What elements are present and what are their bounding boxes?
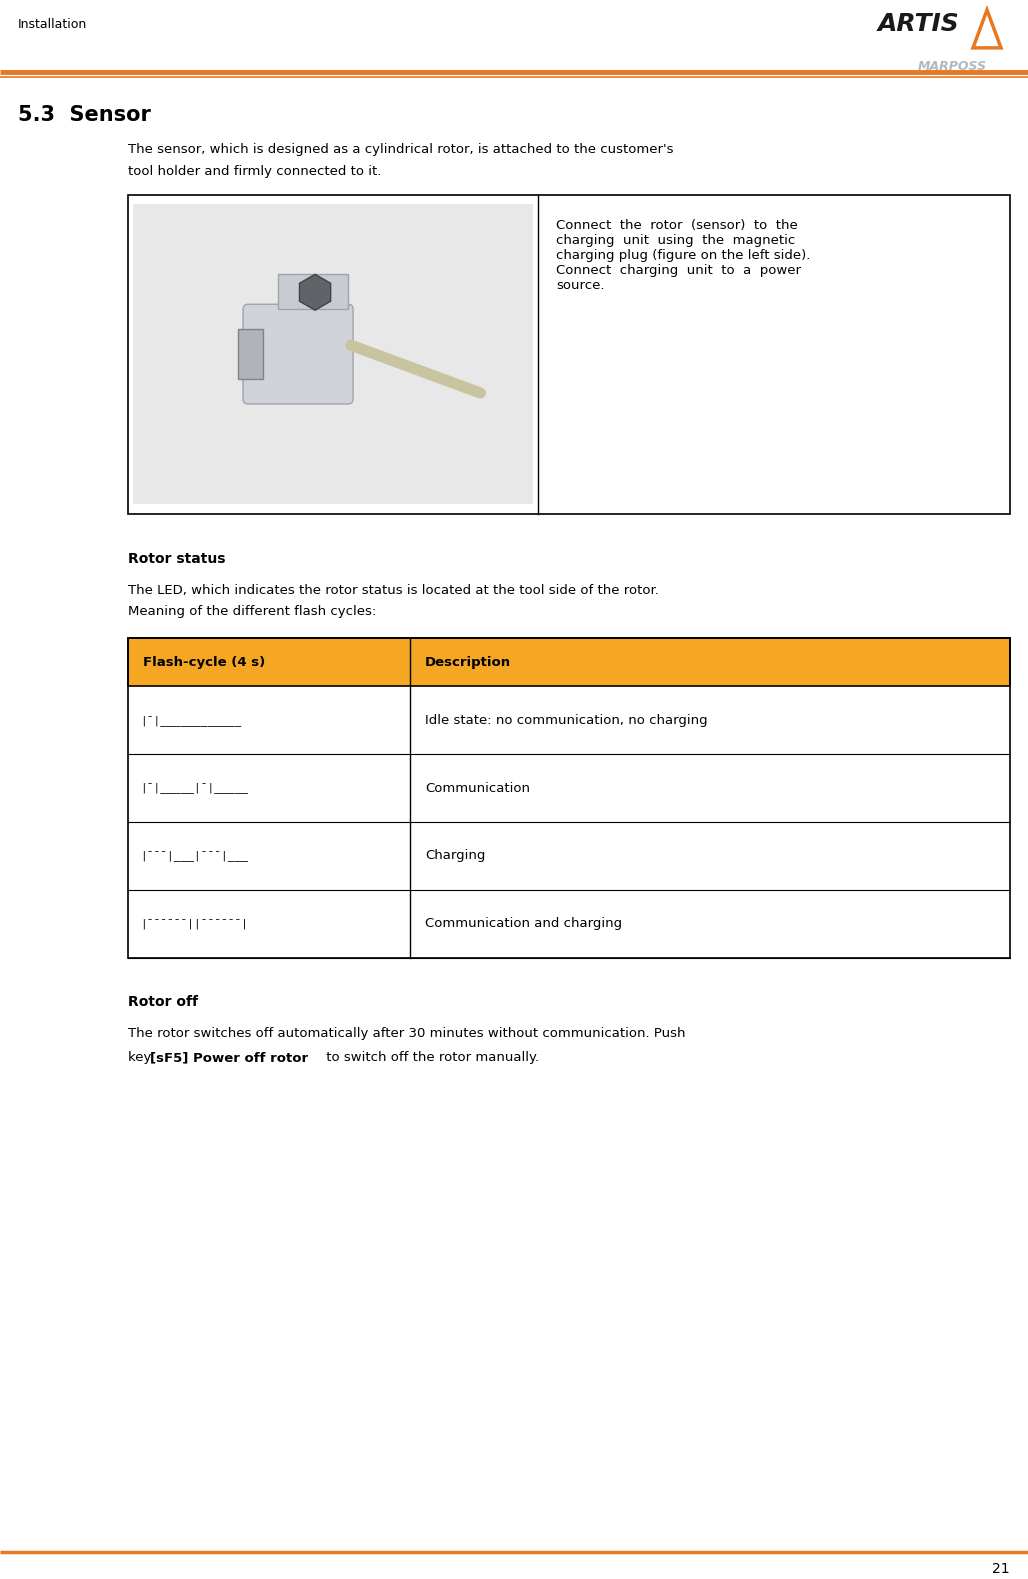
Text: Connect  the  rotor  (sensor)  to  the
charging  unit  using  the  magnetic
char: Connect the rotor (sensor) to the chargi… [556, 219, 810, 292]
Bar [128, 638, 1009, 687]
Text: MARPOSS: MARPOSS [918, 60, 987, 73]
Text: [sF5] Power off rotor: [sF5] Power off rotor [150, 1052, 308, 1064]
Text: 5.3  Sensor: 5.3 Sensor [19, 104, 151, 125]
Text: |¯|_____|¯|_____: |¯|_____|¯|_____ [140, 783, 248, 794]
Text: Rotor off: Rotor off [128, 995, 198, 1009]
Text: key: key [128, 1052, 155, 1064]
Text: 21: 21 [992, 1562, 1009, 1576]
Text: |¯|____________: |¯|____________ [140, 715, 242, 726]
Text: |¯¯¯|___|¯¯¯|___: |¯¯¯|___|¯¯¯|___ [140, 851, 248, 861]
Text: The rotor switches off automatically after 30 minutes without communication. Pus: The rotor switches off automatically aft… [128, 1028, 686, 1041]
Text: Description: Description [426, 655, 511, 669]
Text: to switch off the rotor manually.: to switch off the rotor manually. [322, 1052, 539, 1064]
Text: Charging: Charging [426, 850, 485, 862]
Bar [238, 328, 263, 379]
Text: Meaning of the different flash cycles:: Meaning of the different flash cycles: [128, 605, 376, 619]
Polygon shape [299, 275, 331, 309]
FancyBboxPatch shape [243, 305, 353, 404]
Bar [128, 194, 1009, 513]
Text: Installation: Installation [19, 17, 87, 32]
Bar [128, 638, 1009, 957]
Text: ARTIS: ARTIS [878, 13, 960, 36]
FancyArrowPatch shape [351, 346, 480, 393]
Text: Communication: Communication [426, 782, 530, 794]
Bar [133, 205, 534, 504]
Text: tool holder and firmly connected to it.: tool holder and firmly connected to it. [128, 164, 381, 177]
Text: Communication and charging: Communication and charging [426, 917, 622, 930]
Text: Rotor status: Rotor status [128, 551, 225, 565]
Text: Flash-cycle (4 s): Flash-cycle (4 s) [143, 655, 265, 669]
Text: Idle state: no communication, no charging: Idle state: no communication, no chargin… [426, 714, 708, 726]
Bar [278, 275, 348, 309]
Text: The LED, which indicates the rotor status is located at the tool side of the rot: The LED, which indicates the rotor statu… [128, 584, 659, 597]
Text: |¯¯¯¯¯¯||¯¯¯¯¯¯|: |¯¯¯¯¯¯||¯¯¯¯¯¯| [140, 919, 248, 928]
Text: The sensor, which is designed as a cylindrical rotor, is attached to the custome: The sensor, which is designed as a cylin… [128, 142, 673, 156]
